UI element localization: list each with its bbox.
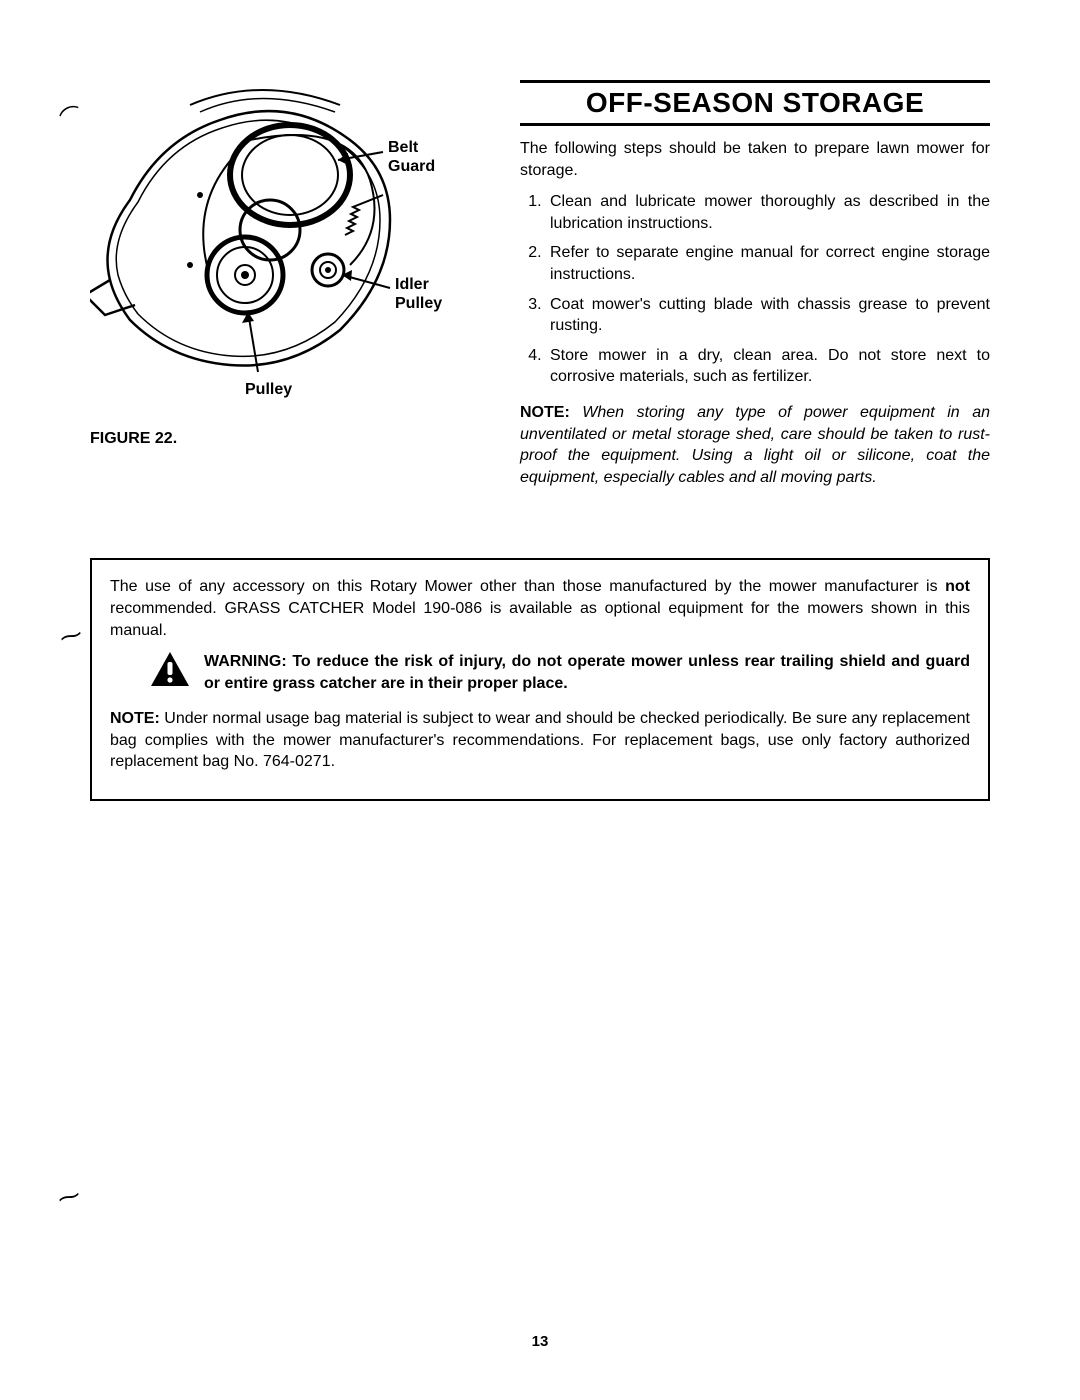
- note-block: NOTE: When storing any type of power equ…: [520, 402, 990, 488]
- intro-text: The following steps should be taken to p…: [520, 138, 990, 181]
- warning-text: WARNING: To reduce the risk of injury, d…: [204, 651, 970, 694]
- p2-body: Under normal usage bag material is subje…: [110, 710, 970, 770]
- pulley-diagram: [90, 80, 450, 380]
- top-section: BeltGuard IdlerPulley Pulley FIGURE 22. …: [90, 80, 990, 488]
- p1-a: The use of any accessory on this Rotary …: [110, 578, 945, 595]
- text-column: OFF-SEASON STORAGE The following steps s…: [520, 80, 990, 488]
- p2-label: NOTE:: [110, 710, 160, 727]
- label-pulley: Pulley: [245, 380, 292, 399]
- manual-page: BeltGuard IdlerPulley Pulley FIGURE 22. …: [0, 0, 1080, 841]
- figure-column: BeltGuard IdlerPulley Pulley FIGURE 22.: [90, 80, 490, 488]
- label-idler-pulley: IdlerPulley: [395, 275, 442, 313]
- section-heading-wrap: OFF-SEASON STORAGE: [520, 80, 990, 126]
- section-heading: OFF-SEASON STORAGE: [520, 87, 990, 119]
- box-paragraph-1: The use of any accessory on this Rotary …: [110, 576, 970, 641]
- note-label: NOTE:: [520, 404, 570, 421]
- label-belt-guard: BeltGuard: [388, 138, 435, 176]
- step-item: Refer to separate engine manual for corr…: [546, 242, 990, 285]
- p1-b: not: [945, 578, 970, 595]
- page-number: 13: [0, 1333, 1080, 1350]
- p1-c: recommended. GRASS CATCHER Model 190-086…: [110, 600, 970, 639]
- step-item: Coat mower's cutting blade with chassis …: [546, 294, 990, 337]
- step-item: Store mower in a dry, clean area. Do not…: [546, 345, 990, 388]
- figure-22: BeltGuard IdlerPulley Pulley: [90, 80, 450, 410]
- note-body: When storing any type of power equipment…: [520, 404, 990, 486]
- warning-row: WARNING: To reduce the risk of injury, d…: [150, 651, 970, 694]
- box-paragraph-2: NOTE: Under normal usage bag material is…: [110, 708, 970, 773]
- steps-list: Clean and lubricate mower thoroughly as …: [520, 191, 990, 388]
- figure-caption: FIGURE 22.: [90, 430, 490, 448]
- accessory-warning-box: The use of any accessory on this Rotary …: [90, 558, 990, 801]
- scan-mark: ⁓: [55, 1182, 83, 1213]
- step-item: Clean and lubricate mower thoroughly as …: [546, 191, 990, 234]
- warning-icon: [150, 651, 190, 694]
